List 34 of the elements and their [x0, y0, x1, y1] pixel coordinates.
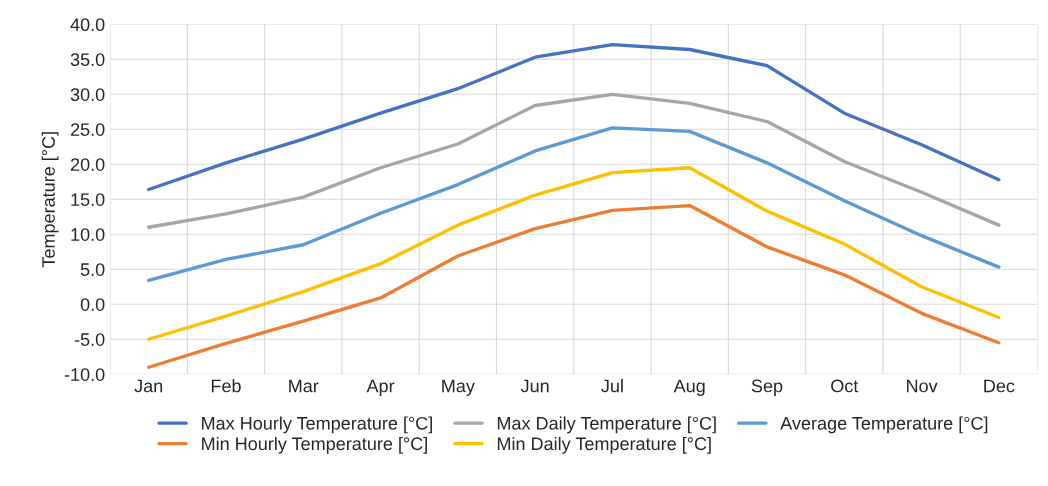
- y-tick-label: 20.0: [70, 158, 105, 171]
- legend-label: Max Daily Temperature [°C]: [497, 416, 716, 434]
- line-series: [147, 126, 1001, 283]
- line-series: [147, 166, 1001, 341]
- x-tick-label: Sep: [751, 379, 783, 396]
- y-tick-label: 25.0: [70, 123, 105, 136]
- y-tick-label: 40.0: [70, 18, 105, 32]
- x-tick-label: Apr: [366, 379, 395, 396]
- x-tick-label: Dec: [984, 379, 1015, 393]
- y-axis-title: Temperature [°C]: [41, 132, 59, 268]
- x-tick-label: Feb: [211, 379, 241, 393]
- y-tick-label: 0.0: [80, 298, 105, 311]
- x-tick-label: Jul: [601, 379, 623, 393]
- y-tick-label: 35.0: [70, 53, 105, 67]
- y-tick-label: 30.0: [70, 88, 105, 101]
- legend-label: Average Temperature [°C]: [780, 416, 988, 434]
- legend-label: Min Hourly Temperature [°C]: [202, 436, 427, 454]
- line-series: [147, 92, 1001, 229]
- y-tick-label: -10.0: [64, 368, 105, 381]
- x-tick-label: Oct: [831, 379, 859, 393]
- x-tick-label: Jun: [520, 379, 549, 393]
- legend-label: Min Daily Temperature [°C]: [497, 436, 711, 454]
- y-tick-label: 5.0: [80, 263, 105, 276]
- y-tick-label: -5.0: [74, 333, 105, 346]
- x-tick-label: Mar: [289, 379, 319, 393]
- line-series: [147, 203, 1001, 369]
- x-tick-label: Jan: [134, 379, 163, 393]
- y-tick-label: 10.0: [71, 228, 105, 241]
- x-tick-label: Aug: [673, 379, 705, 396]
- y-tick-label: 15.0: [71, 193, 105, 206]
- x-tick-label: May: [442, 379, 475, 396]
- legend-label: Max Hourly Temperature [°C]: [202, 416, 432, 434]
- line-series: [147, 42, 1001, 192]
- x-tick-label: Nov: [907, 379, 938, 393]
